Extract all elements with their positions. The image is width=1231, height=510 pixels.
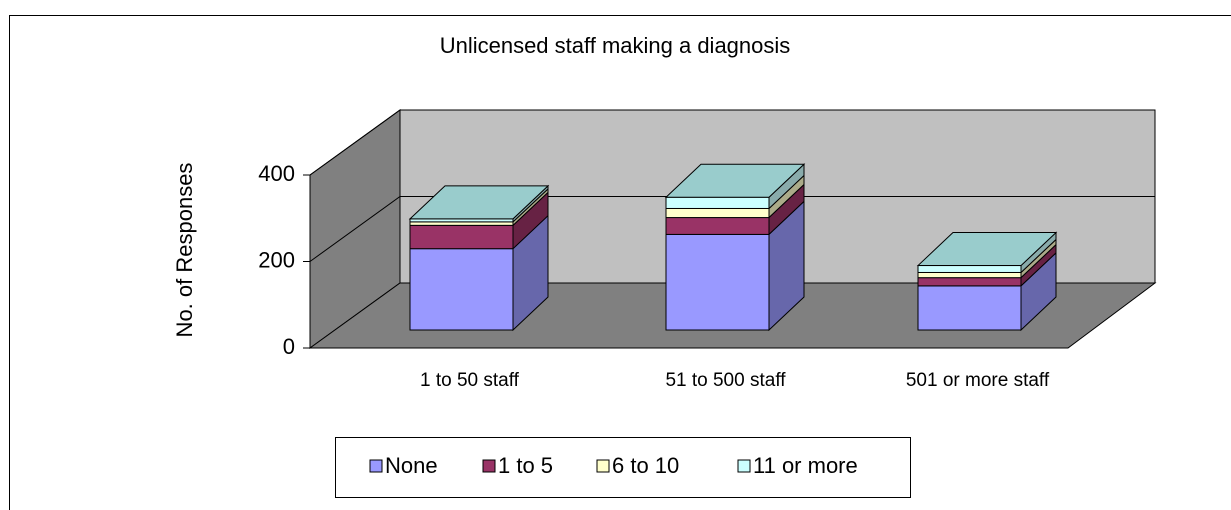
y-tick-label: 0: [283, 334, 295, 359]
bar-top: [664, 163, 806, 198]
grid-line: [309, 196, 1155, 262]
bar-top: [408, 185, 550, 220]
y-axis-label: No. of Responses: [172, 163, 197, 338]
bar-segment: [409, 248, 514, 331]
legend-label: 6 to 10: [612, 453, 679, 478]
x-tick-label: 1 to 50 staff: [420, 370, 520, 391]
x-tick-label: 51 to 500 staff: [665, 370, 786, 391]
bar-segment: [917, 265, 1022, 273]
legend-swatch: [482, 459, 496, 473]
bar-segment: [917, 277, 1022, 287]
bar-segment: [665, 196, 770, 209]
chart-title: Unlicensed staff making a diagnosis: [440, 33, 791, 58]
bar-segment: [665, 233, 770, 331]
bar-segment: [409, 224, 514, 250]
bar-segment: [409, 221, 514, 226]
bar-segment: [917, 271, 1022, 279]
legend-label: 11 or more: [753, 453, 858, 478]
legend-label: None: [385, 453, 438, 478]
grid-line: [309, 109, 1155, 176]
y-tick-label: 200: [258, 247, 295, 272]
bar-segment: [665, 217, 770, 235]
y-tick-label: 400: [258, 161, 295, 186]
bar-segment: [665, 207, 770, 219]
legend-swatch: [369, 459, 383, 473]
legend-box: [335, 437, 911, 498]
bar-top: [916, 232, 1058, 267]
legend-label: 1 to 5: [498, 453, 553, 478]
legend-swatch: [596, 459, 610, 473]
bar-segment: [917, 285, 1022, 331]
legend-swatch: [737, 459, 751, 473]
x-tick-label: 501 or more staff: [906, 370, 1050, 391]
